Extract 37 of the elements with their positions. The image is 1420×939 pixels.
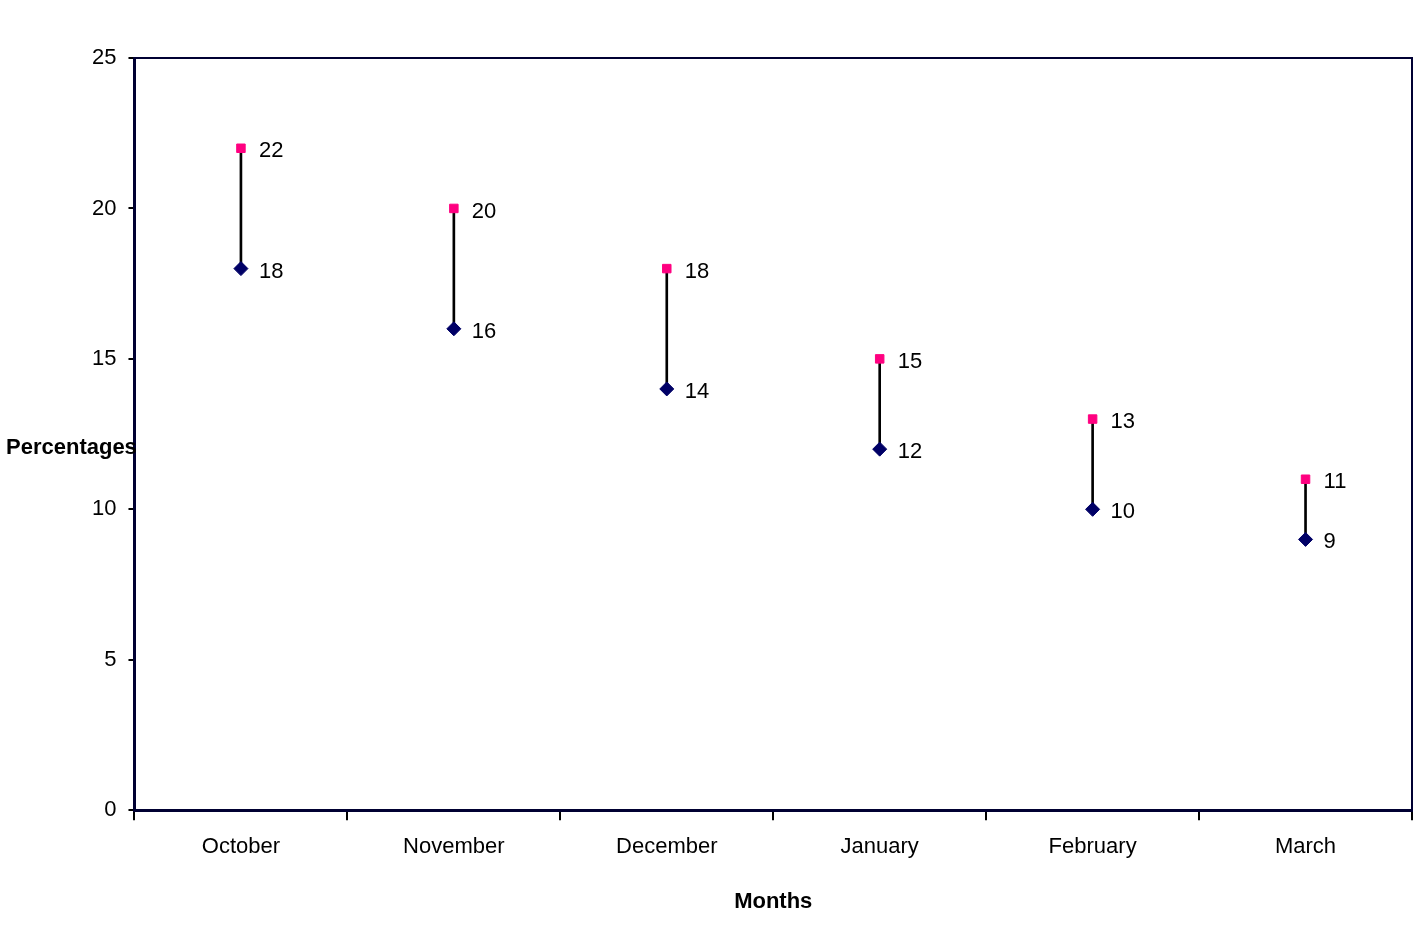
x-tick-label: October — [201, 833, 281, 859]
data-label: 18 — [684, 257, 710, 283]
point — [1085, 501, 1101, 517]
data-label: 15 — [897, 347, 923, 373]
y-tick-label: 20 — [91, 194, 117, 220]
data-label: 12 — [897, 438, 923, 464]
point — [1300, 474, 1311, 484]
data-label: 10 — [1110, 498, 1136, 524]
point — [233, 261, 249, 277]
data-label: 18 — [258, 257, 284, 283]
x-tick-label: December — [616, 833, 718, 859]
y-tick-label: 10 — [91, 495, 117, 521]
data-label: 22 — [258, 137, 284, 163]
data-label: 16 — [471, 317, 497, 343]
point — [446, 321, 462, 337]
point — [449, 203, 459, 214]
y-tick-label: 15 — [91, 344, 117, 370]
x-tick-label: February — [1048, 833, 1137, 859]
x-tick-label: March — [1274, 833, 1337, 859]
x-tick-label: November — [403, 833, 505, 859]
point — [236, 143, 246, 154]
point — [1298, 531, 1314, 547]
data-label: 20 — [471, 197, 497, 223]
point — [1087, 414, 1098, 424]
y-tick-label: 25 — [91, 44, 117, 70]
x-axis-title: Months — [734, 887, 813, 913]
data-label: 13 — [1110, 408, 1136, 434]
point — [662, 263, 672, 274]
y-tick-label: 5 — [104, 645, 117, 671]
x-tick-label: January — [840, 833, 919, 859]
point — [872, 441, 888, 457]
point — [659, 381, 675, 397]
data-label: 9 — [1323, 528, 1336, 554]
y-tick-label: 0 — [104, 796, 117, 822]
point — [874, 354, 885, 364]
data-label: 14 — [684, 378, 710, 404]
data-label: 11 — [1323, 468, 1347, 494]
